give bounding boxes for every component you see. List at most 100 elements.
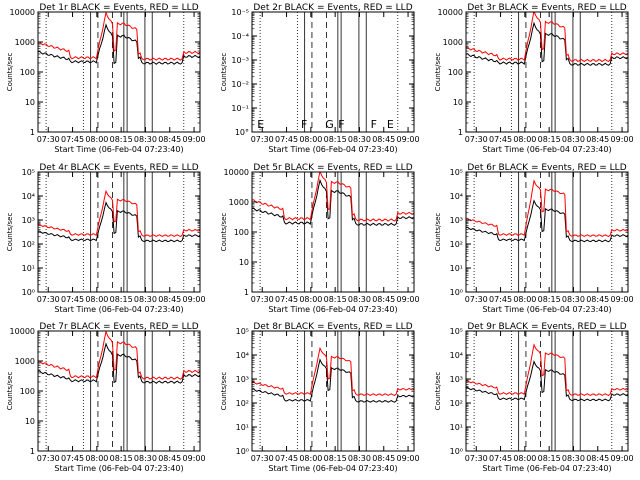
panel-det-4: Det 4r BLACK = Events, RED = LLD 10⁰ 10¹ 10… (6, 163, 206, 314)
series-line-events (252, 178, 414, 227)
x-tick-label: 07:45 (275, 454, 298, 463)
y-tick-label: 10000 (224, 168, 249, 177)
y-tick-label: 10⁴ (236, 351, 249, 360)
series-line-lld (252, 172, 414, 222)
x-tick-label: 08:30 (134, 135, 157, 144)
x-tick-label: 07:45 (489, 454, 512, 463)
x-tick-label: 07:30 (465, 135, 488, 144)
y-tick-label: 10 (25, 98, 35, 107)
x-tick-label: 08:30 (134, 295, 157, 304)
flare-letter: F (301, 118, 307, 131)
x-tick-label: 09:00 (611, 135, 634, 144)
y-tick-label: 10⁴ (450, 351, 463, 360)
panel-det-3: Det 3r BLACK = Events, RED = LLD 1 10 100 10… (434, 3, 634, 154)
panel-title: Det 3r BLACK = Events, RED = LLD (467, 3, 626, 13)
y-tick-label: 1 (244, 288, 249, 297)
series-line-events (466, 360, 628, 402)
y-tick-label: 10⁴ (450, 192, 463, 201)
panel-title: Det 6r BLACK = Events, RED = LLD (467, 163, 626, 173)
y-tick-label: 10 (453, 98, 463, 107)
x-tick-label: 08:30 (348, 295, 371, 304)
y-tick-label: 10² (22, 240, 35, 249)
series-line-events (38, 342, 200, 384)
x-tick-label: 08:30 (348, 454, 371, 463)
x-tick-label: 08:00 (299, 454, 322, 463)
y-tick-label: 10⁻² (231, 80, 249, 89)
x-tick-label: 08:15 (538, 135, 561, 144)
y-tick-label: 10³ (22, 216, 35, 225)
y-tick-label: 100 (20, 387, 35, 396)
x-tick-label: 08:30 (562, 454, 585, 463)
x-tick-label: 08:45 (158, 295, 181, 304)
x-tick-label: 09:00 (183, 135, 206, 144)
series-line-lld (466, 12, 628, 63)
y-tick-label: 10⁴ (22, 192, 35, 201)
y-tick-label: 10³ (450, 375, 463, 384)
y-tick-label: 100 (234, 228, 249, 237)
plot-frame (37, 11, 201, 133)
x-tick-label: 08:30 (562, 295, 585, 304)
series-line-events (38, 23, 200, 65)
panel-det-6: Det 6r BLACK = Events, RED = LLD 10⁰ 10¹ 10… (434, 163, 634, 314)
plot-frame (465, 330, 629, 452)
y-axis-label: Counts/sec (220, 213, 228, 252)
flare-letter: G (325, 118, 334, 131)
y-tick-label: 10⁵ (236, 327, 249, 336)
y-tick-label: 10¹ (22, 264, 35, 273)
series-line-events (38, 201, 200, 243)
plot-frame (37, 330, 201, 452)
x-tick-label: 07:45 (489, 135, 512, 144)
y-tick-label: 10000 (10, 327, 35, 336)
y-tick-label: 10³ (450, 216, 463, 225)
series-line-lld (38, 331, 200, 380)
y-tick-label: 10⁰ (22, 288, 35, 297)
x-tick-label: 08:45 (586, 135, 609, 144)
panel-det-9: Det 9r BLACK = Events, RED = LLD 10⁰ 10¹ 10… (434, 322, 634, 473)
panel-title: Det 1r BLACK = Events, RED = LLD (39, 3, 198, 13)
y-tick-label: 10 (25, 417, 35, 426)
x-tick-label: 08:30 (134, 454, 157, 463)
panel-title: Det 9r BLACK = Events, RED = LLD (467, 322, 626, 332)
x-tick-label: 07:45 (489, 295, 512, 304)
x-tick-label: 07:45 (61, 135, 84, 144)
y-tick-label: 10¹ (450, 423, 463, 432)
x-axis-label: Start Time (06-Feb-04 07:23:40) (268, 305, 397, 314)
x-tick-label: 09:00 (183, 295, 206, 304)
y-axis-label: Counts/sec (434, 213, 442, 252)
y-tick-label: 10000 (438, 8, 463, 17)
y-tick-label: 10¹ (450, 264, 463, 273)
y-tick-label: 10⁵ (450, 327, 463, 336)
x-tick-label: 07:30 (251, 135, 274, 144)
panel-det-7: Det 7r BLACK = Events, RED = LLD 1 10 100 10… (6, 322, 206, 473)
y-tick-label: 1000 (443, 38, 463, 47)
x-tick-label: 09:00 (611, 295, 634, 304)
x-tick-label: 07:45 (275, 135, 298, 144)
y-tick-label: 10³ (236, 375, 249, 384)
x-tick-label: 07:45 (61, 295, 84, 304)
y-tick-label: 10000 (10, 8, 35, 17)
x-tick-label: 09:00 (397, 135, 420, 144)
series-line-lld (38, 12, 200, 61)
y-tick-label: 1 (30, 447, 35, 456)
y-tick-label: 10² (236, 399, 249, 408)
series-line-lld (466, 343, 628, 396)
x-axis-label: Start Time (06-Feb-04 07:23:40) (54, 464, 183, 473)
flare-letter: F (338, 118, 344, 131)
x-tick-label: 08:00 (85, 454, 108, 463)
series-line-events (466, 21, 628, 67)
x-tick-label: 09:00 (397, 454, 420, 463)
plot-frame (251, 330, 415, 452)
plot-frame (465, 171, 629, 293)
y-axis-label: Counts/sec (6, 53, 14, 92)
y-tick-label: 10⁰ (236, 447, 249, 456)
x-tick-label: 08:45 (586, 295, 609, 304)
x-tick-label: 07:45 (61, 454, 84, 463)
x-tick-label: 08:00 (513, 454, 536, 463)
x-tick-label: 08:45 (372, 135, 395, 144)
x-tick-label: 07:45 (275, 295, 298, 304)
y-tick-label: 10⁻⁵ (231, 8, 249, 17)
y-axis-label: Counts/sec (6, 213, 14, 252)
x-tick-label: 08:00 (85, 135, 108, 144)
x-tick-label: 07:30 (37, 454, 60, 463)
